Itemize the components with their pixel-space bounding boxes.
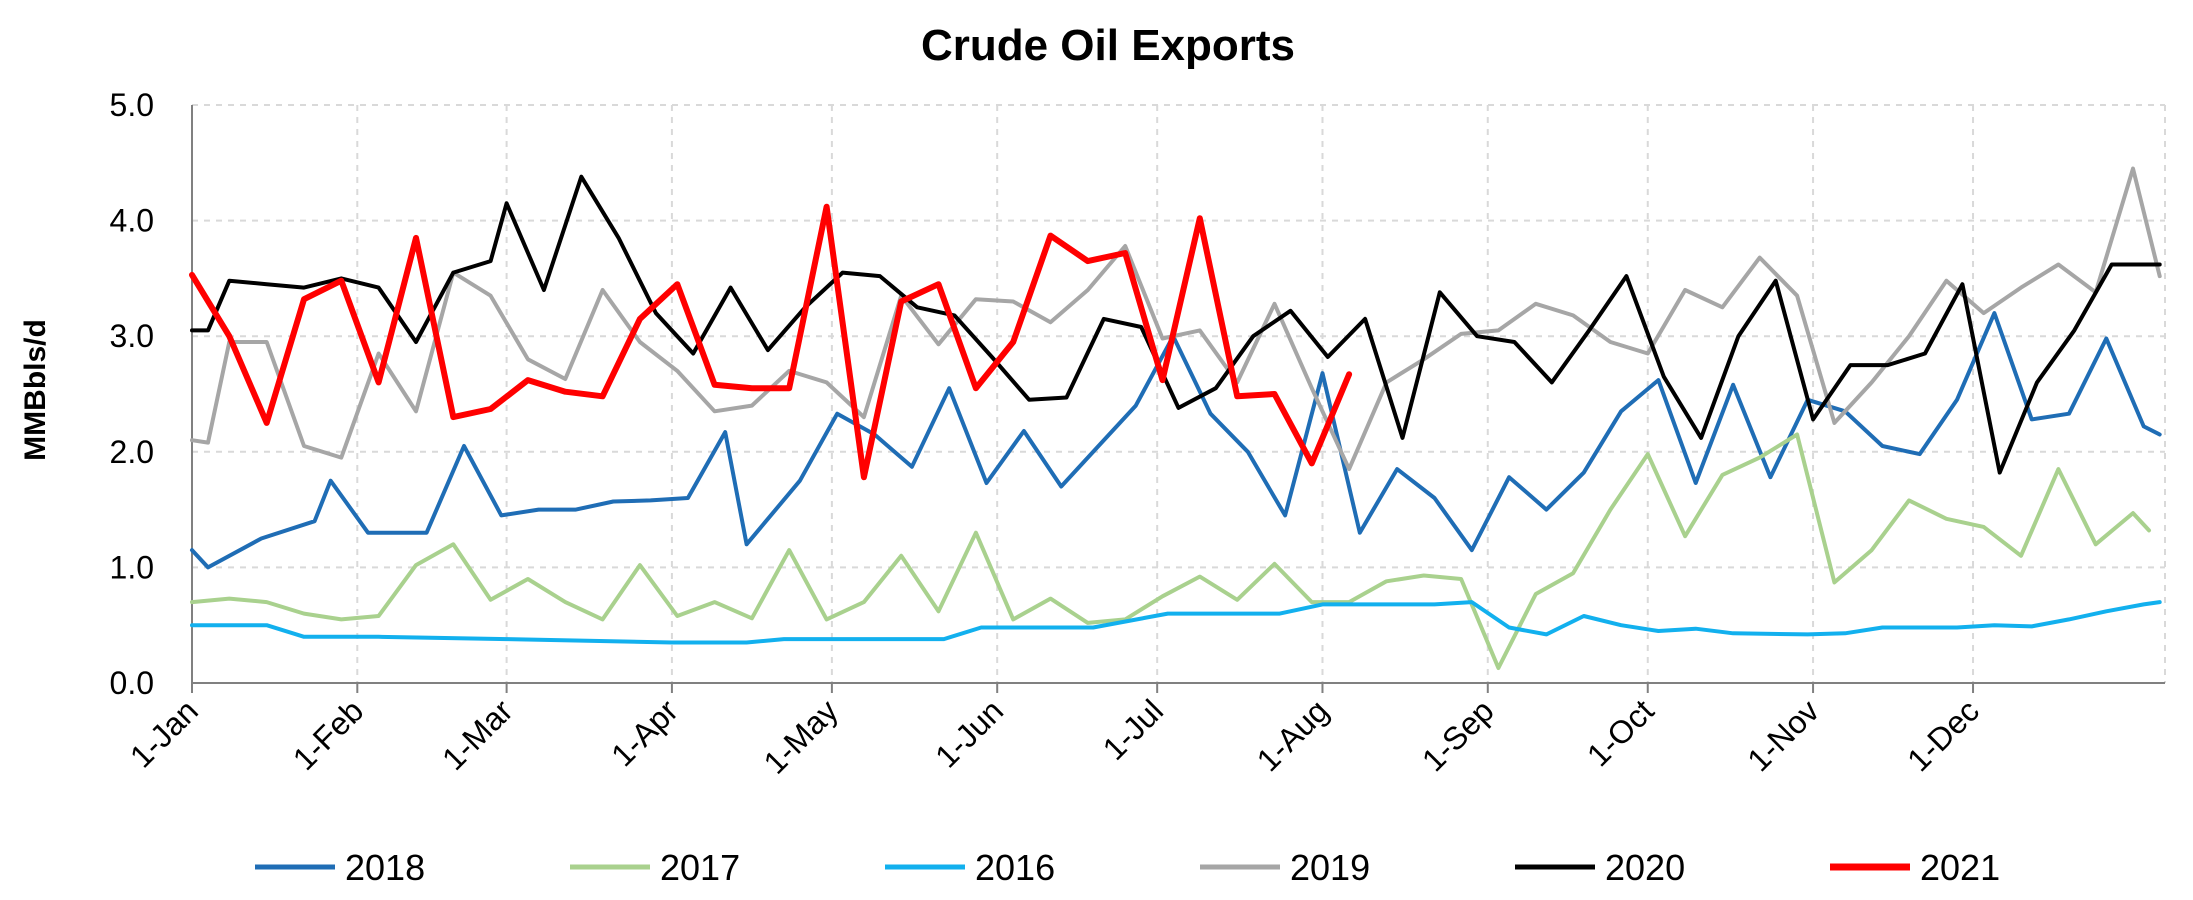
legend-label-2020: 2020 [1605,847,1685,888]
y-tick-label: 0.0 [110,665,154,701]
gridlines [192,104,2166,683]
x-tick-label: 1-Apr [604,692,685,773]
series-lines [189,166,2162,670]
x-tick-label: 1-Sep [1415,692,1501,778]
x-tick-label: 1-Mar [435,692,520,777]
y-tick-label: 3.0 [110,318,154,354]
series-line-2016 [190,600,2162,645]
x-tick-label: 1-Jul [1096,692,1171,767]
x-tick-labels: 1-Jan 1-Feb 1-Mar 1-Apr 1-May 1-Jun 1-Jul 1-Aug… [123,692,1986,781]
x-tick-label: 1-Nov [1740,692,1826,778]
y-tick-label: 2.0 [110,434,154,470]
x-tick-label: 1-Feb [286,692,371,777]
series-line-2017 [190,432,2151,670]
series-line-2021 [189,203,1353,481]
x-tick-label: 1-Jun [928,692,1010,774]
x-tick-label: 1-Jan [123,692,205,774]
legend: 2018 2017 2016 2019 2020 2021 [255,847,2000,888]
x-tick-label: 1-May [757,692,845,780]
series-line-2018 [190,311,2162,570]
legend-label-2021: 2021 [1920,847,2000,888]
y-tick-labels: 0.0 1.0 2.0 3.0 4.0 5.0 [110,87,154,701]
x-tick-label: 1-Oct [1580,692,1661,773]
axes [191,105,2165,693]
chart-title: Crude Oil Exports [921,21,1295,70]
x-tick-label: 1-Aug [1250,692,1336,778]
y-tick-label: 5.0 [110,87,154,123]
series-line-2019 [190,166,2162,472]
y-tick-label: 4.0 [110,203,154,239]
x-tick-label: 1-Dec [1900,692,1986,778]
legend-label-2019: 2019 [1290,847,1370,888]
y-axis-label: MMBbls/d [19,319,52,461]
y-tick-label: 1.0 [110,549,154,585]
legend-label-2017: 2017 [660,847,740,888]
legend-label-2016: 2016 [975,847,1055,888]
legend-label-2018: 2018 [345,847,425,888]
